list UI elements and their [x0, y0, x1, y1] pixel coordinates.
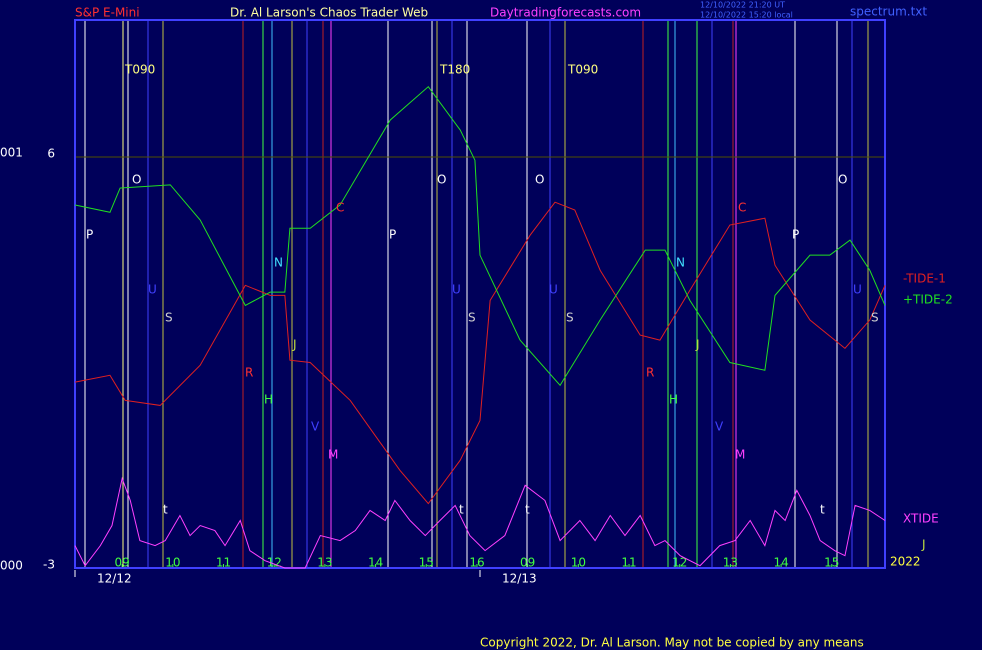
event-label: O [437, 173, 446, 187]
x-tick-label: 15 [419, 556, 434, 570]
x-tick-label: 10 [571, 556, 586, 570]
event-label: S [165, 311, 173, 325]
event-label: O [535, 173, 544, 187]
event-label: t [163, 503, 168, 517]
event-label: T090 [124, 63, 155, 77]
x-tick-label: 11 [621, 556, 636, 570]
event-label: C [738, 201, 746, 215]
event-label: S [566, 311, 574, 325]
x-tick-label: 16 [469, 556, 484, 570]
instrument: S&P E-Mini [75, 6, 140, 20]
series-line [74, 476, 886, 569]
timestamp: 12/10/2022 15:20 local [700, 11, 793, 20]
y-tick-label: -3 [43, 558, 55, 572]
event-label: U [148, 283, 157, 297]
event-label: t [459, 503, 464, 517]
event-label: S [871, 311, 879, 325]
event-label: J [695, 338, 700, 352]
event-label: M [328, 448, 338, 462]
file-name: spectrum.txt [850, 5, 927, 19]
x-tick-label: 09 [520, 556, 535, 570]
event-label: P [389, 228, 396, 242]
event-label: t [820, 503, 825, 517]
x-tick-label: 10 [165, 556, 180, 570]
event-label: P [792, 228, 799, 242]
site: Daytradingforecasts.com [490, 6, 641, 20]
series-line [74, 85, 886, 387]
event-label: S [468, 311, 476, 325]
legend-label: XTIDE [903, 512, 939, 526]
left-label: 000 [0, 559, 23, 573]
chart-title: Dr. Al Larson's Chaos Trader Web [230, 6, 428, 20]
legend-label: +TIDE-2 [903, 293, 953, 307]
x-tick-label: 14 [368, 556, 383, 570]
event-label: t [525, 503, 530, 517]
copyright: Copyright 2022, Dr. Al Larson. May not b… [480, 636, 864, 650]
x-tick-label: 14 [773, 556, 788, 570]
x-tick-label: 13 [317, 556, 332, 570]
date-label: 12/12 [97, 572, 132, 586]
event-label: R [646, 366, 654, 380]
event-label: T090 [567, 63, 598, 77]
x-tick-label: 11 [216, 556, 231, 570]
x-tick-label: 15 [824, 556, 839, 570]
event-label: O [838, 173, 847, 187]
date-label: 12/13 [502, 572, 537, 586]
event-label: P [86, 228, 93, 242]
legend-extra: J [921, 538, 926, 552]
x-tick-label: 09 [114, 556, 129, 570]
event-label: C [336, 201, 344, 215]
event-label: J [292, 338, 297, 352]
year-label: 2022 [890, 555, 921, 569]
event-label: M [735, 448, 745, 462]
event-label: U [549, 283, 558, 297]
event-label: U [452, 283, 461, 297]
event-label: N [274, 256, 283, 270]
event-label: O [132, 173, 141, 187]
left-label: 001 [0, 146, 23, 160]
event-label: R [245, 366, 253, 380]
event-label: T180 [439, 63, 470, 77]
event-label: V [311, 420, 320, 434]
legend-label: -TIDE-1 [903, 272, 946, 286]
y-tick-label: 6 [47, 147, 55, 161]
series-line [74, 201, 886, 505]
event-label: N [676, 256, 685, 270]
event-label: H [264, 393, 273, 407]
x-tick-label: 13 [723, 556, 738, 570]
event-label: H [669, 393, 678, 407]
event-label: U [853, 283, 862, 297]
x-tick-label: 12 [672, 556, 687, 570]
timestamp: 12/10/2022 21:20 UT [700, 1, 785, 10]
event-label: V [715, 420, 724, 434]
plot-border [74, 19, 886, 569]
